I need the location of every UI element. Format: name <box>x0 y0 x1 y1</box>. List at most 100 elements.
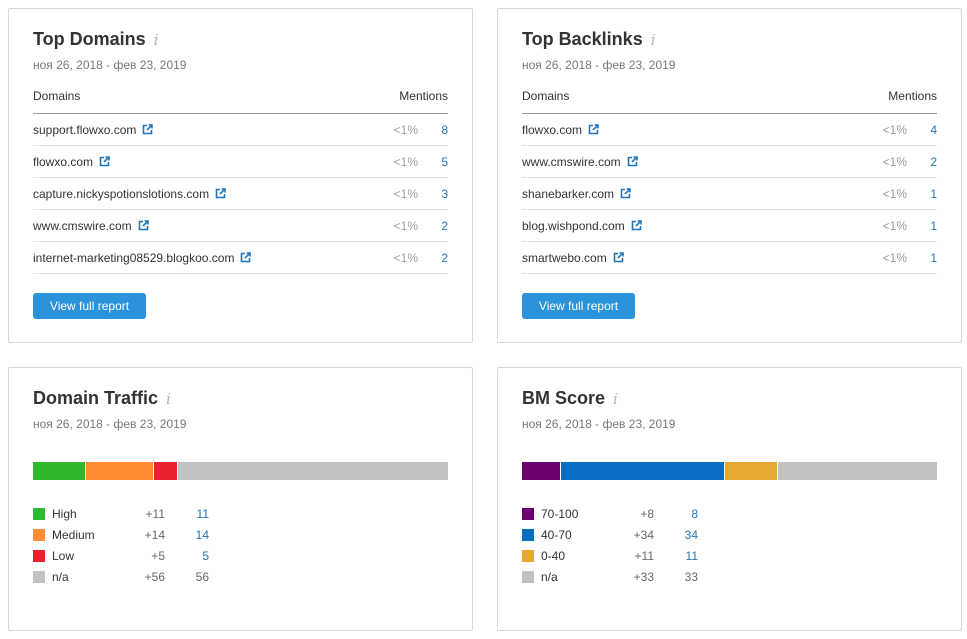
legend-value[interactable]: 8 <box>691 507 698 521</box>
date-range: ноя 26, 2018 - фев 23, 2019 <box>33 58 187 72</box>
domain-link[interactable]: capture.nickyspotionslotions.com <box>33 187 226 201</box>
mentions-percent: <1% <box>393 123 418 137</box>
legend-value[interactable]: 14 <box>195 528 209 542</box>
date-range: ноя 26, 2018 - фев 23, 2019 <box>33 417 187 431</box>
mentions-count[interactable]: 2 <box>441 251 448 265</box>
bar-segment[interactable] <box>177 462 448 480</box>
domain-link[interactable]: flowxo.com <box>522 123 599 137</box>
domain-link[interactable]: blog.wishpond.com <box>522 219 642 233</box>
bar-segment[interactable] <box>560 462 725 480</box>
mentions-percent: <1% <box>882 251 907 265</box>
external-link-icon[interactable] <box>99 156 110 167</box>
legend-delta: +8 <box>640 507 654 521</box>
legend-value[interactable]: 11 <box>685 549 698 563</box>
domain-link[interactable]: flowxo.com <box>33 155 110 169</box>
legend-delta: +11 <box>634 549 654 563</box>
domain-name[interactable]: support.flowxo.com <box>33 123 137 137</box>
legend-label: Low <box>52 549 75 563</box>
table-row: www.cmswire.com <1% 2 <box>522 146 937 178</box>
mentions-count[interactable]: 1 <box>930 219 937 233</box>
external-link-icon[interactable] <box>240 252 252 263</box>
external-link-icon[interactable] <box>138 220 149 231</box>
bar-segment[interactable] <box>86 462 154 480</box>
legend-value: 33 <box>684 570 698 584</box>
traffic-stacked-bar <box>33 462 448 480</box>
domain-name[interactable]: shanebarker.com <box>522 187 615 201</box>
mentions-percent: <1% <box>882 219 907 233</box>
date-range: ноя 26, 2018 - фев 23, 2019 <box>522 58 676 72</box>
view-full-report-button[interactable]: View full report <box>33 293 146 319</box>
mentions-count[interactable]: 2 <box>441 219 448 233</box>
mentions-count[interactable]: 4 <box>930 123 937 137</box>
legend-item: Medium +14 14 <box>33 527 233 548</box>
legend-value: 56 <box>195 570 209 584</box>
domain-name[interactable]: www.cmswire.com <box>33 219 132 233</box>
info-icon[interactable]: i <box>650 31 656 49</box>
domain-link[interactable]: smartwebo.com <box>522 251 624 265</box>
info-icon[interactable]: i <box>613 390 618 408</box>
bar-segment[interactable] <box>724 462 778 480</box>
mentions-count[interactable]: 1 <box>930 251 937 265</box>
legend-label: 0-40 <box>541 549 566 563</box>
bm-score-card: BM Score i ноя 26, 2018 - фев 23, 2019 70… <box>497 367 962 631</box>
external-link-icon[interactable] <box>627 156 638 167</box>
card-title: Domain Traffic i <box>33 388 171 408</box>
bar-segment[interactable] <box>153 462 178 480</box>
domain-name[interactable]: flowxo.com <box>522 123 583 137</box>
domain-traffic-card: Domain Traffic i ноя 26, 2018 - фев 23, 2… <box>8 367 473 631</box>
legend-item: n/a +56 56 <box>33 569 233 590</box>
table-row: shanebarker.com <1% 1 <box>522 178 937 210</box>
column-domains: Domains <box>33 89 81 103</box>
external-link-icon[interactable] <box>142 124 154 135</box>
domain-name[interactable]: capture.nickyspotionslotions.com <box>33 187 210 201</box>
legend-item: 40-70 +34 34 <box>522 527 722 548</box>
column-mentions: Mentions <box>888 89 937 103</box>
domain-link[interactable]: www.cmswire.com <box>522 155 638 169</box>
view-full-report-button[interactable]: View full report <box>522 293 635 319</box>
domain-name[interactable]: flowxo.com <box>33 155 94 169</box>
bar-segment[interactable] <box>33 462 87 480</box>
traffic-legend: High +11 11 Medium +14 14 Low +5 5 n/a +56 56 <box>33 506 233 590</box>
domain-link[interactable]: www.cmswire.com <box>33 219 149 233</box>
table-row: flowxo.com <1% 4 <box>522 114 937 146</box>
domain-list: support.flowxo.com <1% 8 flowxo.com <1% 5 capt… <box>33 114 448 274</box>
external-link-icon[interactable] <box>588 124 599 135</box>
mentions-count[interactable]: 1 <box>930 187 937 201</box>
domain-name[interactable]: internet-marketing08529.blogkoo.com <box>33 251 235 265</box>
legend-swatch <box>522 508 534 520</box>
mentions-count[interactable]: 8 <box>441 123 448 137</box>
legend-delta: +56 <box>144 570 165 584</box>
external-link-icon[interactable] <box>631 220 642 231</box>
legend-swatch <box>33 529 45 541</box>
date-range: ноя 26, 2018 - фев 23, 2019 <box>522 417 676 431</box>
info-icon[interactable]: i <box>153 31 159 49</box>
legend-swatch <box>522 550 534 562</box>
domain-name[interactable]: blog.wishpond.com <box>522 219 625 233</box>
domain-name[interactable]: smartwebo.com <box>522 251 607 265</box>
external-link-icon[interactable] <box>613 252 624 263</box>
domain-link[interactable]: support.flowxo.com <box>33 123 154 137</box>
mentions-count[interactable]: 3 <box>441 187 448 201</box>
backlink-list: flowxo.com <1% 4 www.cmswire.com <1% 2 shaneba… <box>522 114 937 274</box>
legend-value[interactable]: 11 <box>196 507 209 521</box>
bar-segment[interactable] <box>522 462 561 480</box>
external-link-icon[interactable] <box>620 188 631 199</box>
top-domains-card: Top Domains i ноя 26, 2018 - фев 23, 2019… <box>8 8 473 343</box>
legend-label: Medium <box>52 528 95 542</box>
legend-value[interactable]: 5 <box>202 549 209 563</box>
bar-segment[interactable] <box>777 462 937 480</box>
card-title: BM Score i <box>522 388 618 408</box>
domain-link[interactable]: internet-marketing08529.blogkoo.com <box>33 251 252 265</box>
legend-label: n/a <box>52 570 69 584</box>
mentions-percent: <1% <box>882 123 907 137</box>
table-row: flowxo.com <1% 5 <box>33 146 448 178</box>
domain-name[interactable]: www.cmswire.com <box>522 155 621 169</box>
info-icon[interactable]: i <box>166 390 171 408</box>
top-backlinks-card: Top Backlinks i ноя 26, 2018 - фев 23, 20… <box>497 8 962 343</box>
domain-link[interactable]: shanebarker.com <box>522 187 631 201</box>
legend-value[interactable]: 34 <box>684 528 698 542</box>
external-link-icon[interactable] <box>215 188 226 199</box>
mentions-count[interactable]: 5 <box>441 155 448 169</box>
legend-item: Low +5 5 <box>33 548 233 569</box>
mentions-count[interactable]: 2 <box>930 155 937 169</box>
